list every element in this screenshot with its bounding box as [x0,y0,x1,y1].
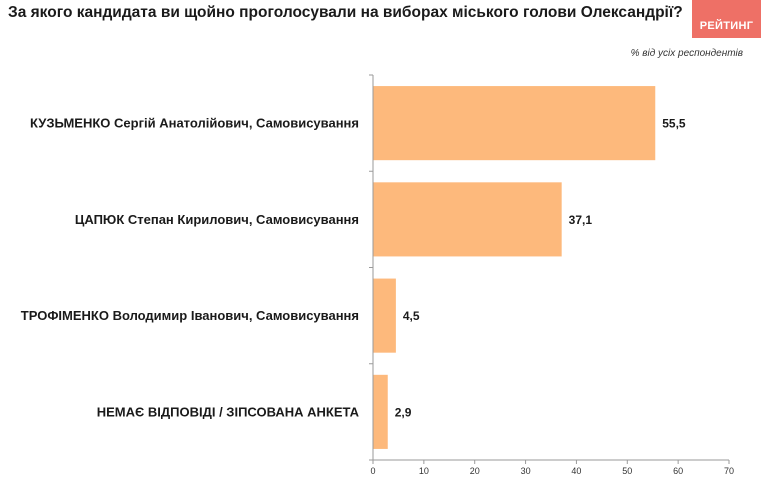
bar [373,278,396,353]
x-tick-label: 70 [724,466,734,476]
x-tick-label: 20 [470,466,480,476]
logo-text: РЕЙТИНГ [699,20,754,32]
category-label: КУЗЬМЕНКО Сергій Анатолійович, Самовисув… [30,116,359,131]
value-label: 2,9 [395,405,412,419]
category-label: ЦАПЮК Степан Кирилович, Самовисування [75,212,359,227]
x-tick-label: 60 [673,466,683,476]
bar [373,86,656,161]
x-tick-label: 40 [571,466,581,476]
value-label: 4,5 [403,309,420,323]
value-label: 55,5 [662,117,686,131]
x-tick-label: 10 [419,466,429,476]
x-tick-label: 50 [622,466,632,476]
brand-logo: РЕЙТИНГ [692,0,761,38]
x-tick-label: 0 [370,466,375,476]
x-tick-label: 30 [521,466,531,476]
bar [373,374,388,449]
chart-subtitle: % від усіх респондентів [630,48,743,59]
chart-title: За якого кандидата ви щойно проголосувал… [8,4,683,21]
category-label: НЕМАЄ ВІДПОВІДІ / ЗІПСОВАНА АНКЕТА [97,404,360,419]
value-label: 37,1 [569,213,593,227]
bar [373,182,562,257]
category-label: ТРОФІМЕНКО Володимир Іванович, Самовисув… [21,308,359,323]
